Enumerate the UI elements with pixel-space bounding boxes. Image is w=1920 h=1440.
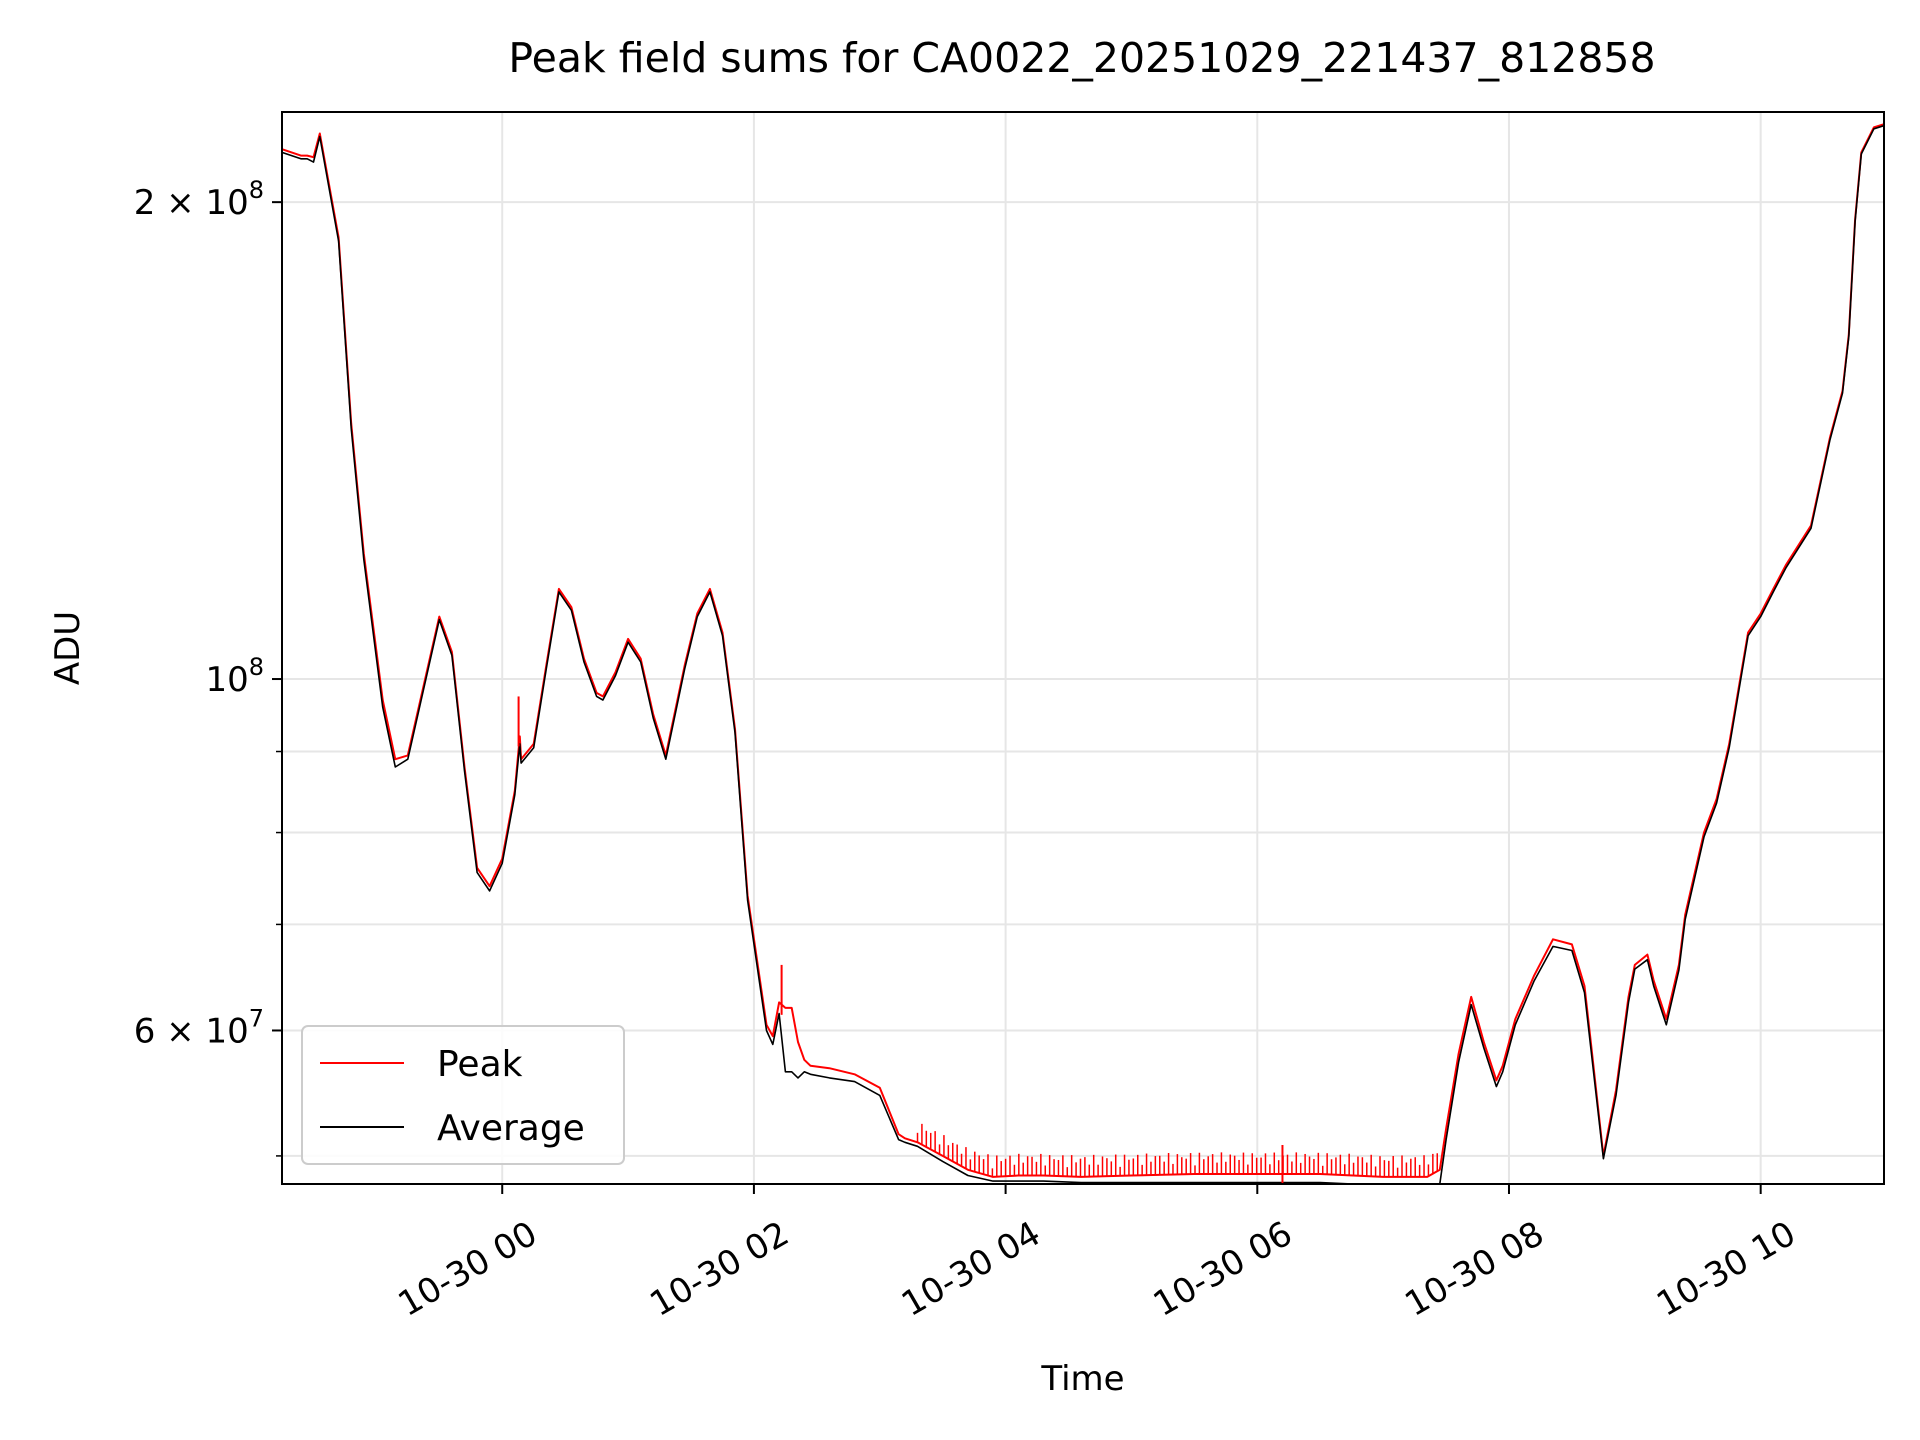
y-tick-label: 2 × 108 bbox=[134, 176, 264, 223]
grid bbox=[282, 112, 1884, 1184]
y-tick-exponent: 8 bbox=[249, 653, 264, 681]
legend: Peak Average bbox=[301, 1025, 625, 1165]
chart-title: Peak field sums for CA0022_20251029_2214… bbox=[508, 34, 1655, 82]
y-tick-prefix: 6 × 10 bbox=[134, 1011, 249, 1051]
x-axis-label: Time bbox=[1040, 1359, 1124, 1399]
y-tick-label: 6 × 107 bbox=[134, 1004, 264, 1051]
y-tick-label: 108 bbox=[205, 653, 264, 700]
y-tick-prefix: 10 bbox=[205, 660, 248, 700]
legend-box bbox=[301, 1025, 625, 1165]
plot-frame bbox=[281, 111, 1885, 1185]
y-tick-exponent: 8 bbox=[249, 176, 264, 204]
series-line-average bbox=[282, 124, 1884, 1184]
y-tick-prefix: 2 × 10 bbox=[134, 183, 249, 223]
legend-label-peak: Peak bbox=[437, 1044, 523, 1085]
y-axis-label: ADU bbox=[48, 611, 88, 685]
series-line-peak bbox=[282, 123, 1884, 1178]
peak-noise-spikes bbox=[517, 696, 1439, 1184]
plot-area bbox=[282, 123, 1884, 1184]
y-tick-exponent: 7 bbox=[249, 1004, 264, 1032]
legend-label-average: Average bbox=[437, 1108, 585, 1149]
